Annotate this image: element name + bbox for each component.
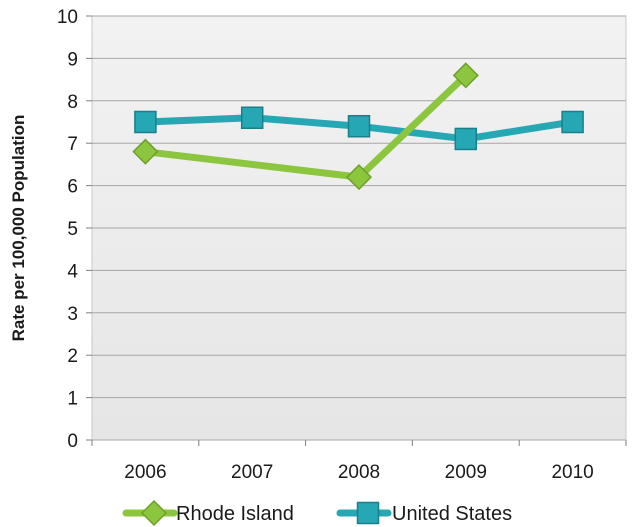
data-point-united-states <box>240 106 264 130</box>
y-tick-label: 10 <box>57 7 78 28</box>
legend-item-united-states: United States <box>336 501 512 525</box>
x-tick-label: 2007 <box>231 462 273 483</box>
x-tick-label: 2006 <box>124 462 166 483</box>
data-point-rhode-island <box>452 62 479 89</box>
series-group <box>132 62 584 191</box>
y-tick-label: 7 <box>67 134 78 155</box>
data-point-rhode-island <box>345 164 373 191</box>
legend-item-rhode-island: Rhode Island <box>122 499 294 527</box>
y-axis-label: Rate per 100,000 Population <box>9 115 28 342</box>
data-point-united-states <box>454 127 478 151</box>
legend-label: United States <box>392 503 512 525</box>
series-united-states <box>134 106 584 151</box>
y-tick-label: 3 <box>67 304 78 325</box>
data-point-united-states <box>347 114 371 138</box>
y-tick-label: 0 <box>67 431 78 452</box>
y-tick-label: 5 <box>67 219 78 240</box>
y-axis-ticks: 0 1 2 3 4 5 6 7 8 9 10 <box>57 7 92 452</box>
legend-marker <box>356 501 380 525</box>
y-tick-label: 9 <box>67 49 78 70</box>
x-tick-label: 2009 <box>445 462 487 483</box>
series-rhode-island <box>132 62 479 191</box>
data-point-rhode-island <box>132 138 159 165</box>
y-tick-label: 2 <box>67 346 78 367</box>
x-axis-ticks: 2006 2007 2008 2009 2010 <box>91 440 627 483</box>
legend-label: Rhode Island <box>176 503 294 525</box>
legend-marker <box>140 499 168 527</box>
x-tick-label: 2008 <box>338 462 380 483</box>
gridlines <box>92 15 626 441</box>
data-point-united-states <box>134 110 157 134</box>
y-tick-label: 1 <box>67 389 78 410</box>
y-tick-label: 4 <box>67 261 78 282</box>
y-tick-label: 8 <box>67 92 78 113</box>
x-tick-label: 2010 <box>551 462 593 483</box>
legend: Rhode Island United States <box>122 499 512 527</box>
data-point-united-states <box>561 110 584 134</box>
y-tick-label: 6 <box>67 177 78 198</box>
